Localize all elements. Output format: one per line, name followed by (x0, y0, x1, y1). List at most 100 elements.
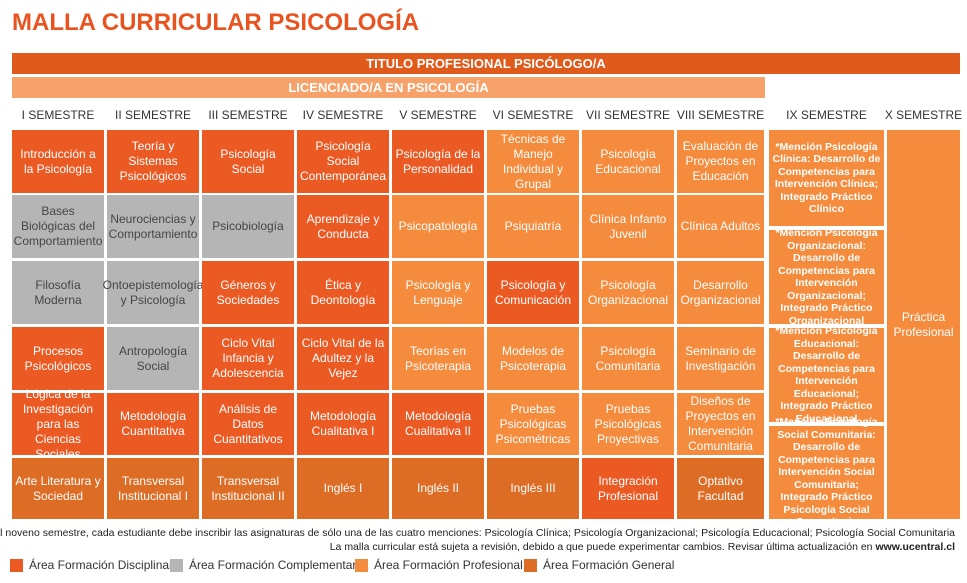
course-cell: Géneros y Sociedades (202, 261, 294, 324)
course-name: Inglés III (510, 481, 556, 495)
legend-item: Área Formación General (524, 558, 674, 572)
course-name: Metodología Cualitativa II (404, 409, 472, 438)
course-cell: Filosofía Moderna (12, 261, 104, 324)
mention-text: *Mención Psicología Clínica: Desarrollo … (772, 140, 881, 216)
course-cell: Procesos Psicológicos (12, 327, 104, 390)
course-cell: Metodología Cuantitativa (107, 393, 199, 455)
semester-header: III SEMESTRE (208, 108, 288, 122)
course-name: Arte Literatura y Sociedad (15, 473, 101, 503)
course-cell: Psicología Social (202, 130, 294, 193)
mention-text: *Mención Psicología Educacional: Desarro… (775, 325, 878, 425)
legend-swatch (524, 558, 537, 572)
course-name: Ciclo Vital de la Adultez y la Vejez (301, 336, 385, 380)
course-cell: Introducción a la Psicología (12, 130, 104, 193)
course-name: Aprendizaje y Conducta (306, 211, 380, 241)
footnote-revision: La malla curricular está sujeta a revisi… (330, 541, 955, 553)
course-name: Ética y Deontología (310, 277, 376, 307)
course-name: Evaluación de Proyectos en Educación (682, 139, 759, 183)
course-cell: Inglés III (487, 458, 579, 519)
course-cell: Transversal Institucional II (202, 458, 294, 519)
course-cell: Teoría y Sistemas Psicológicos (107, 130, 199, 193)
course-cell: Metodología Cualitativa II (392, 393, 484, 455)
semester-header: IX SEMESTRE (786, 108, 867, 122)
course-name: Psicobiología (212, 219, 284, 233)
course-cell: Aprendizaje y Conducta (297, 195, 389, 258)
semester-header: I SEMESTRE (21, 108, 95, 122)
course-cell: Psicopatología (392, 195, 484, 258)
course-name: Transversal Institucional II (211, 473, 285, 503)
legend-swatch (10, 558, 23, 572)
course-name: Neurociencias y Comportamiento (108, 211, 198, 241)
legend-swatch (355, 558, 368, 572)
course-cell: Arte Literatura y Sociedad (12, 458, 104, 519)
course-name: Psicología Social (220, 146, 276, 176)
course-name: Técnicas de Manejo Individual y Grupal (500, 131, 566, 191)
footnote-mencion: *Al noveno semestre, cada estudiante deb… (0, 527, 955, 539)
course-cell: Integración Profesional (582, 458, 674, 519)
course-cell: Ontoepistemología y Psicología (103, 261, 203, 324)
course-name: Psicología Organizacional (587, 277, 669, 307)
mention-text: *Mención Psicología Organizacional: Desa… (775, 227, 878, 327)
legend-item: Área Formación Complementaria (170, 558, 366, 572)
course-name: Desarrollo Organizacional (680, 277, 761, 307)
course-name: Inglés II (416, 481, 460, 495)
course-cell: Clínica Adultos (677, 195, 764, 258)
course-cell: Psicología Organizacional (582, 261, 674, 324)
course-cell: Transversal Institucional I (107, 458, 199, 519)
course-cell: Ciclo Vital Infancia y Adolescencia (202, 327, 294, 390)
semester-header: VIII SEMESTRE (676, 108, 765, 122)
course-cell: Inglés II (392, 458, 484, 519)
course-name: Psicología Social Contemporánea (299, 139, 387, 183)
course-name: Pruebas Psicológicas Proyectivas (594, 401, 662, 446)
course-name: Diseños de Proyectos en Intervención Com… (685, 394, 756, 453)
semester-header: VII SEMESTRE (585, 108, 671, 122)
mention-cell: *Mención Psicología Social Comunitaria: … (769, 416, 884, 528)
course-name: Pruebas Psicológicas Psicométricas (495, 401, 571, 446)
course-cell: Modelos de Psicoterapia (487, 327, 579, 390)
legend-item: Área Formación Disciplinar (10, 558, 173, 572)
course-name: Teoría y Sistemas Psicológicos (119, 139, 187, 183)
course-cell: Ciclo Vital de la Adultez y la Vejez (297, 327, 389, 390)
semester-header: IV SEMESTRE (302, 108, 384, 122)
course-cell: Neurociencias y Comportamiento (107, 195, 199, 258)
course-name: Integración Profesional (597, 473, 659, 503)
course-name: Modelos de Psicoterapia (499, 343, 567, 373)
mention-cell: *Mención Psicología Educacional: Desarro… (769, 325, 884, 425)
mention-cell: *Mención Psicología Clínica: Desarrollo … (769, 130, 884, 226)
legend-swatch (170, 558, 183, 572)
website-link[interactable]: www.ucentral.cl (875, 541, 955, 553)
course-name: Clínica Infanto Juvenil (589, 211, 667, 241)
course-cell: Pruebas Psicológicas Psicométricas (487, 393, 579, 455)
course-cell: Metodología Cualitativa I (297, 393, 389, 455)
course-name: Metodología Cuantitativa (119, 409, 187, 438)
course-cell: Clínica Infanto Juvenil (582, 195, 674, 258)
mention-text: *Mención Psicología Social Comunitaria: … (775, 416, 878, 529)
course-name: Introducción a la Psicología (20, 146, 96, 176)
legend-label: Área Formación Profesional (374, 558, 523, 572)
course-name: Antropología Social (118, 343, 188, 373)
course-cell: Análisis de Datos Cuantitativos (202, 393, 294, 455)
course-cell: Lógica de la Investigación para las Cien… (12, 387, 104, 461)
course-cell: Psicología Educacional (582, 130, 674, 193)
course-name: Análisis de Datos Cuantitativos (213, 401, 283, 446)
course-name: Clínica Adultos (680, 219, 761, 233)
course-cell: Psicología de la Personalidad (392, 130, 484, 193)
course-cell: Técnicas de Manejo Individual y Grupal (487, 130, 579, 193)
course-name: Psicología de la Personalidad (395, 146, 481, 176)
licenciado-band: LICENCIADO/A EN PSICOLOGÍA (12, 77, 765, 98)
course-cell: Diseños de Proyectos en Intervención Com… (677, 393, 764, 455)
course-cell: Psiquiatría (487, 195, 579, 258)
course-name: Seminario de Investigación (685, 343, 756, 373)
course-cell: Psicología y Lenguaje (392, 261, 484, 324)
mention-cell: *Mención Psicología Organizacional: Desa… (769, 227, 884, 327)
footnote-revision-text: La malla curricular está sujeta a revisi… (329, 541, 873, 553)
course-cell: Psicobiología (202, 195, 294, 258)
course-name: Procesos Psicológicos (24, 343, 92, 373)
course-name: Bases Biológicas del Comportamiento (13, 204, 103, 248)
titulo-profesional-band: TITULO PROFESIONAL PSICÓLOGO/A (12, 53, 960, 74)
semester-header: X SEMESTRE (884, 108, 963, 122)
course-name: Psicología y Comunicación (494, 277, 572, 307)
page-title: MALLA CURRICULAR PSICOLOGÍA (12, 9, 420, 36)
legend-label: Área Formación Disciplinar (29, 558, 174, 572)
course-name: Lógica de la Investigación para las Cien… (22, 386, 94, 461)
